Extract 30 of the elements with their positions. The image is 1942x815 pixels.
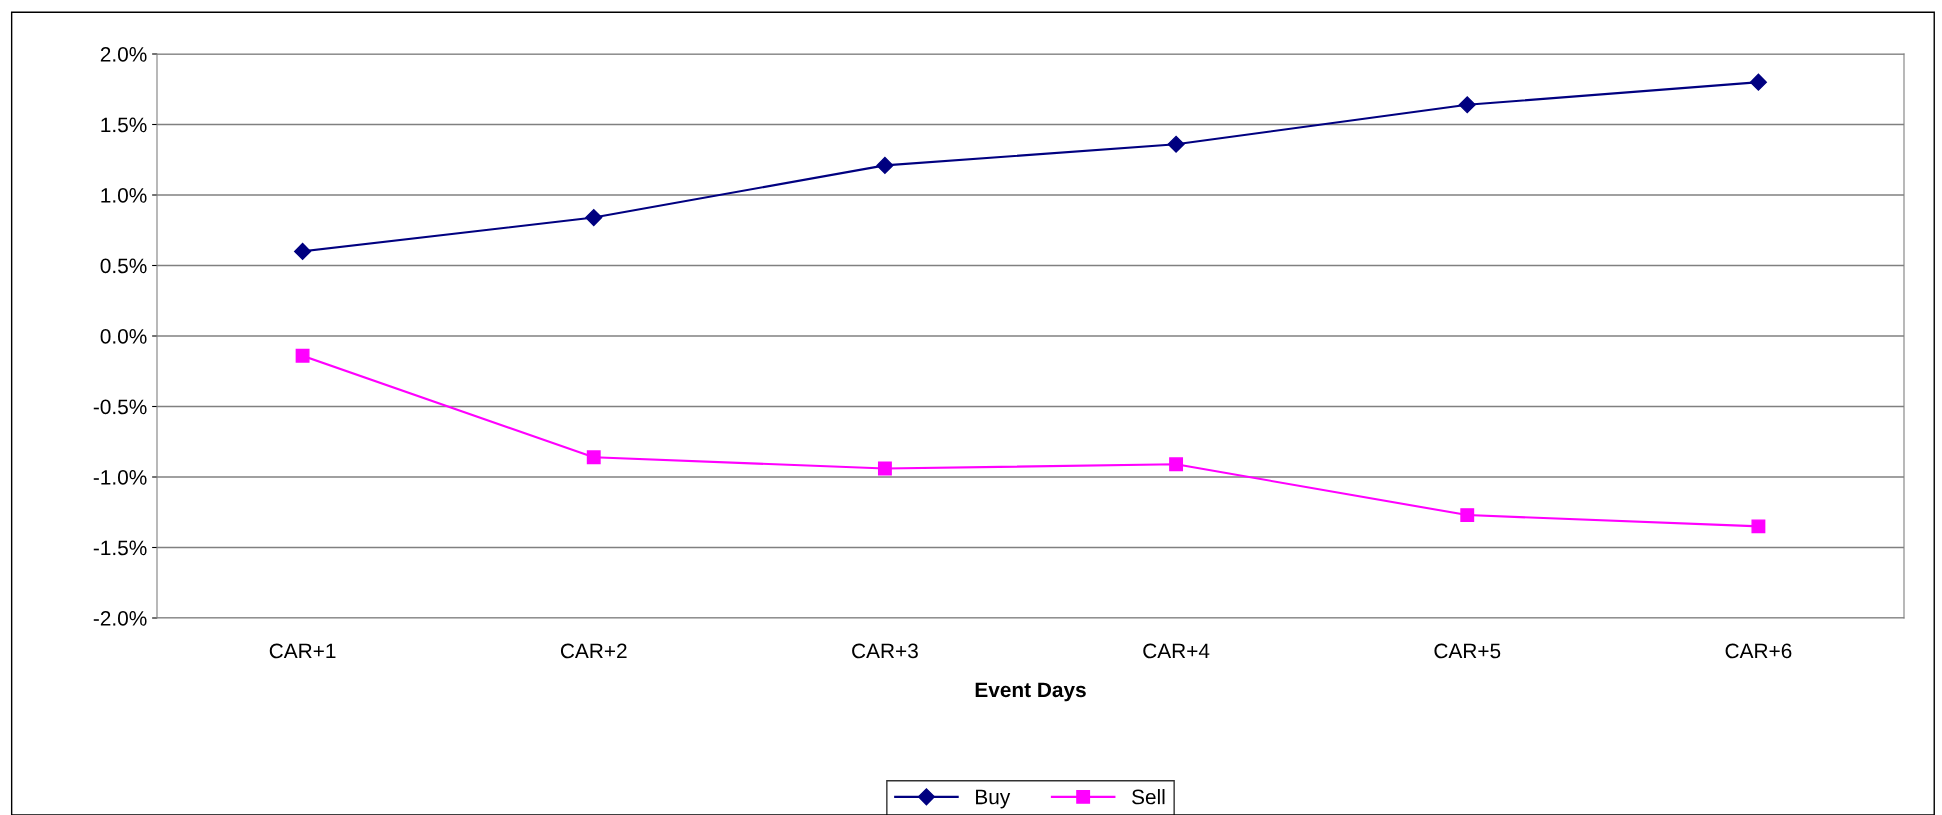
point: [294, 242, 312, 260]
legend-label: Buy: [976, 789, 1011, 809]
y-tick-label: 0.5%: [100, 258, 147, 274]
x-tick-label: CAR+5: [1434, 643, 1501, 659]
point: [1460, 508, 1475, 523]
point: [585, 209, 603, 227]
y-tick-label: 0.0%: [100, 329, 147, 344]
y-tick-label: -1.0%: [93, 470, 147, 485]
x-tick-label: CAR+1: [269, 643, 336, 659]
y-tick-label: -0.5%: [93, 399, 147, 415]
x-tick-label: CAR+4: [1143, 643, 1210, 659]
x-axis-title: Event Days: [975, 682, 1086, 702]
point: [1749, 73, 1767, 91]
point: [876, 156, 894, 174]
x-tick-label: CAR+3: [852, 643, 918, 659]
point: [586, 450, 601, 465]
point: [1751, 519, 1766, 534]
point: [1458, 96, 1476, 114]
x-tick-label: CAR+2: [560, 643, 627, 659]
x-tick-label: CAR+6: [1725, 643, 1792, 659]
y-tick-label: 1.0%: [101, 188, 147, 203]
y-tick-label: -2.0%: [93, 611, 147, 626]
point: [1167, 135, 1185, 153]
y-tick-label: -1.5%: [93, 540, 147, 556]
point: [1169, 457, 1184, 472]
legend-label: Sell: [1132, 789, 1165, 805]
point: [295, 348, 310, 363]
y-tick-label: 1.5%: [101, 117, 147, 133]
y-tick-label: 2.0%: [100, 47, 147, 62]
point: [877, 461, 892, 476]
